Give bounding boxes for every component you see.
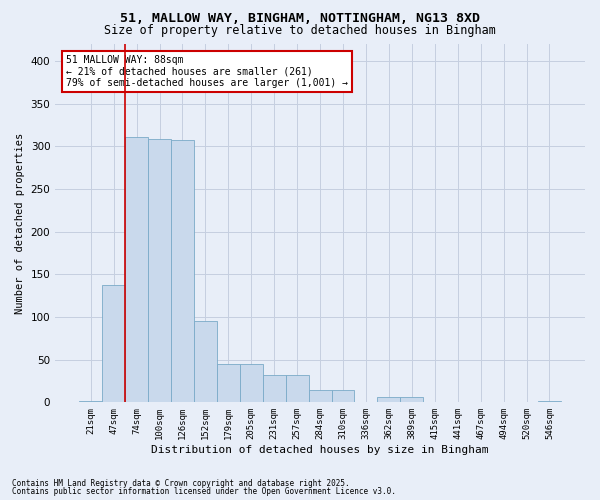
Bar [538, 400, 561, 402]
Bar [308, 390, 332, 402]
X-axis label: Distribution of detached houses by size in Bingham: Distribution of detached houses by size … [151, 445, 489, 455]
Bar [148, 138, 171, 402]
Bar [194, 322, 217, 402]
Text: 51 MALLOW WAY: 88sqm
← 21% of detached houses are smaller (261)
79% of semi-deta: 51 MALLOW WAY: 88sqm ← 21% of detached h… [66, 55, 348, 88]
Text: Size of property relative to detached houses in Bingham: Size of property relative to detached ho… [104, 24, 496, 37]
Y-axis label: Number of detached properties: Number of detached properties [15, 132, 25, 314]
Bar [240, 364, 263, 403]
Bar [332, 390, 355, 402]
Bar [171, 140, 194, 402]
Text: Contains public sector information licensed under the Open Government Licence v3: Contains public sector information licen… [12, 487, 396, 496]
Bar [377, 397, 400, 402]
Bar [217, 364, 240, 403]
Bar [79, 400, 102, 402]
Text: Contains HM Land Registry data © Crown copyright and database right 2025.: Contains HM Land Registry data © Crown c… [12, 478, 350, 488]
Bar [102, 284, 125, 403]
Text: 51, MALLOW WAY, BINGHAM, NOTTINGHAM, NG13 8XD: 51, MALLOW WAY, BINGHAM, NOTTINGHAM, NG1… [120, 12, 480, 26]
Bar [400, 397, 423, 402]
Bar [125, 137, 148, 402]
Bar [263, 375, 286, 402]
Bar [286, 375, 308, 402]
